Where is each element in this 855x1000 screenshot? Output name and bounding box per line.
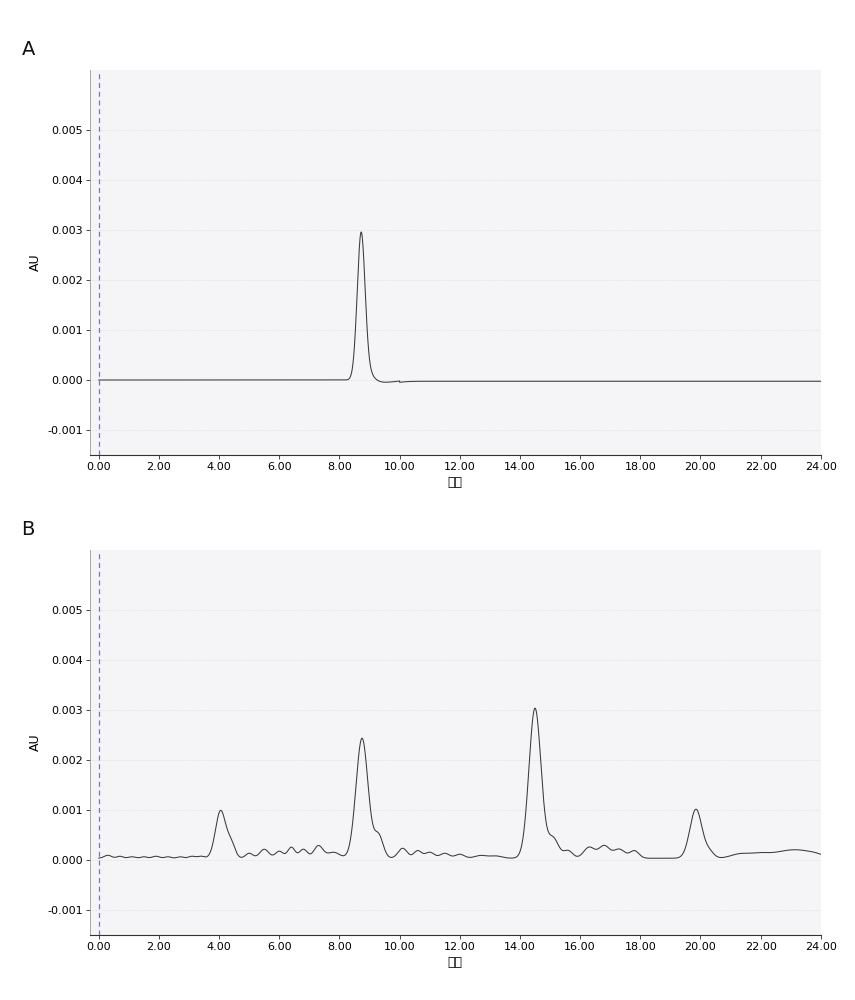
X-axis label: 分钟: 分钟 — [448, 476, 463, 489]
Y-axis label: AU: AU — [29, 254, 42, 271]
Y-axis label: AU: AU — [29, 734, 42, 751]
X-axis label: 分钟: 分钟 — [448, 956, 463, 969]
Text: B: B — [21, 520, 35, 539]
Text: A: A — [21, 40, 35, 59]
